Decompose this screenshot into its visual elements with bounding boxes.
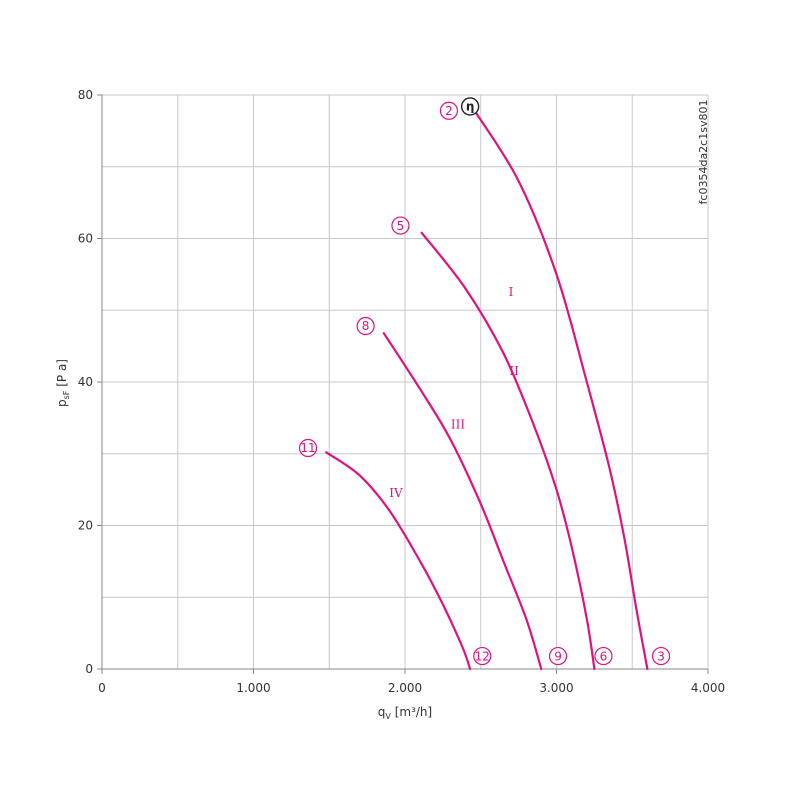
y-tick-label: 80	[78, 88, 93, 102]
point-marker-label: 9	[554, 649, 562, 663]
point-marker-11: 11	[298, 438, 318, 458]
point-marker-label: 6	[600, 649, 608, 663]
point-marker-label: 3	[657, 649, 665, 663]
point-markers: 2 5 8 11 12 9 6 3 η	[298, 97, 671, 666]
curve-I	[473, 109, 649, 671]
point-marker-circle	[651, 646, 671, 666]
x-tick-label: 0	[98, 681, 106, 695]
point-marker-3: 3	[651, 646, 671, 666]
curve-label-II: II	[509, 364, 519, 378]
curve-IV	[325, 451, 472, 671]
y-axis-label: psF [P a]	[55, 359, 71, 407]
point-marker-label: 12	[475, 649, 490, 663]
x-tick-label: 2.000	[388, 681, 422, 695]
model-code-annotation: fc0354da2c1sv801	[697, 100, 710, 205]
y-tick-label: 40	[78, 375, 93, 389]
point-marker-label: 11	[300, 441, 315, 455]
y-tick-label: 0	[85, 662, 93, 676]
point-marker-label: 8	[362, 319, 370, 333]
efficiency-marker-circle	[460, 97, 480, 116]
point-marker-8: 8	[356, 316, 375, 336]
point-marker-circle	[548, 646, 568, 666]
y-tick-labels: 0 20 40 60 80	[78, 88, 93, 676]
point-marker-circle	[439, 101, 459, 120]
x-tick-label: 3.000	[539, 681, 573, 695]
x-axis-label: qV [m³/h]	[378, 705, 432, 721]
efficiency-marker-label: η	[466, 100, 475, 114]
y-tick-label: 20	[78, 519, 93, 533]
point-marker-12: 12	[473, 646, 492, 666]
point-marker-label: 2	[445, 104, 453, 118]
y-tick-label: 60	[78, 232, 93, 246]
x-tick-labels: 0 1.000 2.000 3.000 4.000	[98, 681, 725, 695]
point-marker-label: 5	[397, 219, 405, 233]
point-marker-circle	[298, 438, 318, 458]
point-marker-6: 6	[594, 646, 613, 666]
point-marker-circle	[594, 646, 613, 666]
x-tick-label: 4.000	[691, 681, 725, 695]
curve-III	[382, 332, 543, 671]
point-marker-circle	[473, 646, 492, 666]
point-marker-9: 9	[548, 646, 568, 666]
axes	[97, 94, 709, 674]
point-marker-circle	[391, 216, 410, 235]
x-tick-label: 1.000	[236, 681, 270, 695]
point-marker-2: 2	[439, 101, 459, 120]
efficiency-marker: η	[460, 97, 480, 116]
point-marker-5: 5	[391, 216, 410, 235]
curve-label-III: III	[451, 418, 465, 432]
grid	[101, 94, 709, 670]
curve-II	[420, 231, 596, 671]
point-marker-circle	[356, 316, 375, 336]
curve-label-IV: IV	[389, 486, 403, 500]
curve-label-I: I	[509, 285, 514, 299]
